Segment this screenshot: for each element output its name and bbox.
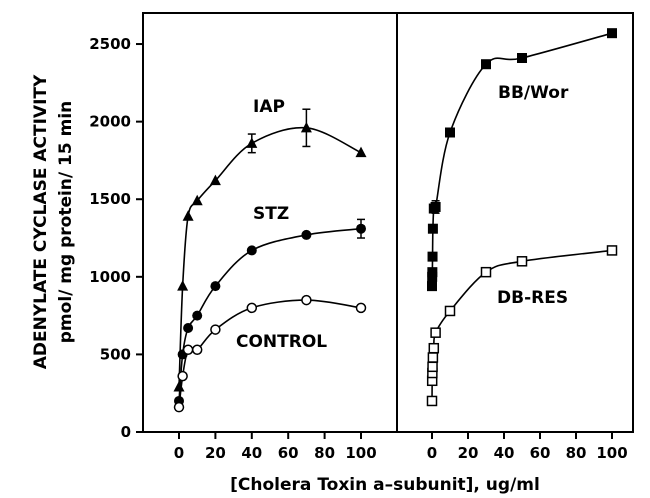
data-point-bb-wor [445, 127, 455, 138]
x-tick-label: 20 [205, 444, 226, 462]
data-point-stz [301, 229, 312, 240]
data-point-control [177, 370, 188, 382]
data-point-bb-wor [517, 53, 527, 64]
data-point-control [355, 302, 367, 314]
data-point-stz [356, 223, 366, 234]
data-markers [173, 28, 618, 413]
series-line-bb-wor [431, 32, 613, 287]
data-point-stz [210, 281, 221, 292]
y-tick-label: 0 [121, 423, 131, 441]
x-tick-label: 60 [530, 444, 551, 462]
x-tick-label: 40 [241, 444, 262, 462]
series-line-control [178, 299, 362, 408]
x-tick-label: 0 [427, 444, 437, 462]
data-point-db-res [427, 352, 439, 363]
data-point-db-res [430, 327, 441, 338]
data-point-iap [177, 280, 189, 291]
series-labels: IAP STZ CONTROL BB/Wor DB-RES [236, 83, 569, 352]
data-point-iap [191, 194, 203, 206]
data-point-iap [209, 174, 221, 186]
data-point-db-res [428, 342, 440, 354]
data-point-db-res [516, 256, 528, 267]
data-point-bb-wor [427, 223, 438, 234]
series-line-db-res [431, 249, 613, 401]
series-line-stz [178, 227, 362, 402]
x-tick-label: 80 [314, 444, 335, 462]
data-point-db-res [444, 305, 456, 317]
data-point-control [210, 324, 221, 335]
y-tick-label: 1000 [89, 268, 131, 286]
series-label-control: CONTROL [236, 332, 327, 352]
x-axis-title: [Cholera Toxin a–subunit], ug/ml [230, 475, 540, 495]
data-point-control [182, 344, 194, 356]
data-point-bb-wor [427, 267, 438, 278]
data-point-control [246, 302, 258, 314]
series-label-iap: IAP [253, 97, 285, 117]
series-label-stz: STZ [253, 204, 289, 224]
data-point-control [301, 294, 312, 306]
data-point-bb-wor [427, 281, 437, 292]
data-point-iap [355, 146, 367, 158]
data-point-control [173, 401, 185, 413]
data-point-bb-wor [427, 251, 438, 262]
x-tick-label: 80 [566, 444, 587, 462]
data-point-iap [300, 121, 312, 133]
y-tick-label: 1500 [89, 190, 131, 208]
x-tick-label: 0 [174, 444, 184, 462]
data-point-stz [246, 245, 257, 256]
x-tick-label: 100 [596, 444, 627, 462]
x-tick-label: 60 [278, 444, 299, 462]
data-point-control [191, 344, 203, 356]
x-tick-label: 20 [458, 444, 479, 462]
data-point-iap [173, 380, 185, 392]
y-axis-title-line2: pmol/ mg protein/ 15 min [56, 101, 76, 343]
series-label-dbres: DB-RES [497, 288, 568, 308]
data-point-db-res [480, 266, 492, 278]
data-point-iap [246, 137, 258, 148]
data-point-stz [192, 310, 203, 321]
plot-frame [142, 12, 634, 433]
data-point-iap [182, 210, 194, 221]
y-tick-label: 2000 [89, 113, 131, 131]
y-tick-label: 2500 [89, 35, 131, 53]
plot-border [142, 12, 634, 433]
data-point-db-res [427, 361, 438, 373]
data-point-bb-wor [430, 201, 441, 212]
data-point-bb-wor [607, 28, 617, 39]
data-point-stz [183, 323, 194, 334]
x-tick-label: 100 [345, 444, 376, 462]
data-point-db-res [606, 245, 618, 256]
series-label-bbwor: BB/Wor [498, 83, 569, 103]
data-point-db-res [426, 395, 438, 407]
axis-titles: ADENYLATE CYCLASE ACTIVITY pmol/ mg prot… [31, 74, 540, 495]
y-tick-label: 500 [100, 345, 131, 363]
x-tick-label: 40 [494, 444, 515, 462]
data-point-bb-wor [481, 59, 491, 70]
y-axis-title-line1: ADENYLATE CYCLASE ACTIVITY [31, 74, 51, 369]
